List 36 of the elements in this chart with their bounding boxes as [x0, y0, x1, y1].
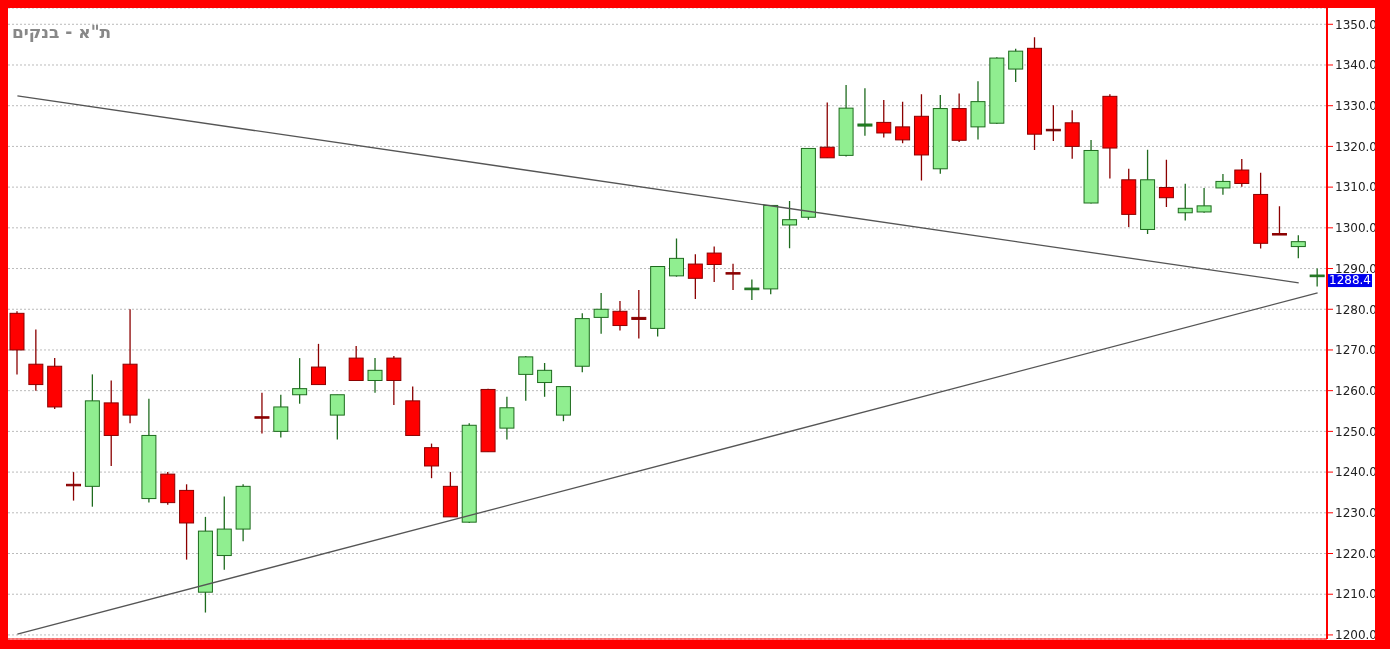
candlestick	[687, 253, 703, 300]
candlestick	[1196, 187, 1212, 214]
candlestick	[499, 396, 515, 441]
candlestick	[367, 357, 383, 394]
candlestick	[28, 328, 44, 392]
candlestick	[1008, 48, 1024, 83]
candlestick	[292, 357, 308, 405]
candlestick	[348, 345, 364, 382]
candlestick	[876, 99, 892, 139]
candlestick	[857, 87, 873, 137]
candlestick	[593, 292, 609, 335]
candlestick	[254, 392, 270, 435]
candlestick	[744, 278, 760, 301]
candlestick	[725, 263, 741, 291]
candlestick	[1271, 205, 1287, 236]
candlestick	[819, 101, 835, 159]
candlestick	[1158, 159, 1174, 208]
candlestick	[518, 355, 534, 402]
candlestick	[329, 394, 345, 441]
candlestick	[1215, 173, 1231, 196]
candlestick	[1177, 183, 1193, 222]
text: ת"א - בנקים	[12, 22, 112, 42]
candlestick	[1234, 158, 1250, 188]
candlestick	[706, 245, 722, 283]
candlestick	[310, 343, 326, 386]
candlestick	[537, 362, 553, 398]
candlestick	[895, 100, 911, 144]
candlestick	[424, 442, 440, 479]
candlestick	[669, 237, 684, 278]
candlestick	[631, 289, 647, 340]
candlestick	[1290, 234, 1306, 260]
candlestick	[1064, 109, 1080, 160]
candlestick	[782, 200, 798, 249]
candlestick	[612, 300, 628, 332]
text: 1288.4	[1329, 273, 1371, 288]
candlestick	[386, 355, 402, 406]
